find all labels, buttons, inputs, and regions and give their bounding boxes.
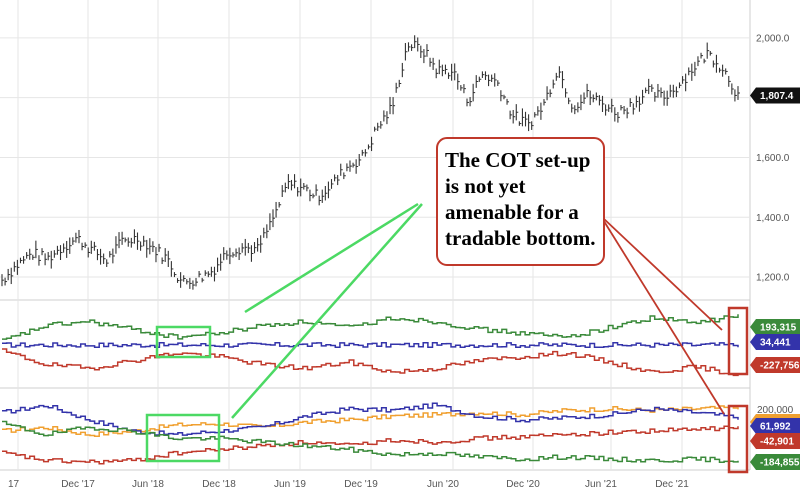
y-tick-label: 2,000.0 — [756, 33, 790, 44]
cot-series-line — [2, 341, 739, 349]
green-connector-line-2 — [231, 203, 423, 419]
annotation-line-2: is not yet — [445, 174, 526, 198]
y-tick-label: 1,200.0 — [756, 273, 790, 284]
cot2-value-tag: -184,855 — [760, 458, 800, 469]
cot-series-line — [2, 425, 739, 465]
annotation-line-3: amenable for a — [445, 200, 579, 224]
cot2-value-tag: 61,992 — [760, 422, 791, 433]
x-tick-label: Jun '21 — [585, 479, 617, 490]
y-tick-label: 1,400.0 — [756, 213, 790, 224]
highlight-box-cot2 — [145, 413, 221, 463]
x-tick-label: Dec '21 — [655, 479, 689, 490]
red-highlight-box-cot1 — [727, 306, 749, 376]
cot2-value-tag-bg — [750, 418, 800, 434]
y-tick-label: 1,600.0 — [756, 153, 790, 164]
cot-series-line — [2, 420, 739, 463]
annotation-callout-box — [436, 137, 605, 266]
price-bar-series — [1, 35, 740, 290]
x-tick-label: Jun '20 — [427, 479, 459, 490]
cot1-value-tag-bg — [750, 319, 800, 335]
value-tags: 1,807.4193,31534,441-227,756131,3261,992… — [750, 87, 800, 470]
x-tick-label: Jun '19 — [274, 479, 306, 490]
x-tick-label: Dec '19 — [344, 479, 378, 490]
cot-series-line — [2, 405, 739, 438]
cot-series-line — [2, 314, 739, 340]
x-tick-label: Dec '18 — [202, 479, 236, 490]
cot1-value-tag: -227,756 — [760, 361, 800, 372]
cot1-value-tag: 193,315 — [760, 323, 797, 334]
horizontal-gridlines — [0, 37, 750, 278]
last-price-tag-bg — [750, 87, 800, 104]
cot1-value-tag-bg — [750, 357, 800, 373]
annotation-line-4: tradable bottom. — [445, 226, 596, 250]
x-tick-label: Dec '17 — [61, 479, 95, 490]
green-connector-line-1 — [244, 202, 419, 314]
last-price-tag: 1,807.4 — [760, 91, 794, 102]
cot-panel-2-lines — [2, 402, 739, 465]
cot2-y-tick-label: 200,000 — [757, 405, 794, 416]
red-arrow-line-1 — [602, 217, 723, 331]
x-tick-label: 17 — [8, 479, 20, 490]
cot2-value-tag-bg — [750, 454, 800, 470]
annotation-line-1: The COT set-up — [445, 148, 590, 172]
x-tick-label: Jun '18 — [132, 479, 164, 490]
red-arrow-line-2 — [596, 209, 725, 415]
cot-series-line — [2, 348, 739, 377]
red-highlight-box-cot2 — [727, 404, 749, 474]
cot-panel-1-lines — [2, 314, 739, 377]
x-axis: 17 Dec '17 Jun '18 Dec '18 Jun '19 Dec '19 Jun… — [8, 479, 689, 490]
cot2-value-tag-bg — [750, 433, 800, 449]
cot1-value-tag-bg — [750, 334, 800, 350]
cot2-value-tag: -42,901 — [760, 437, 794, 448]
x-tick-label: Dec '20 — [506, 479, 540, 490]
cot1-value-tag: 34,441 — [760, 338, 791, 349]
vertical-gridlines — [17, 0, 683, 470]
highlight-box-cot1 — [155, 325, 212, 359]
